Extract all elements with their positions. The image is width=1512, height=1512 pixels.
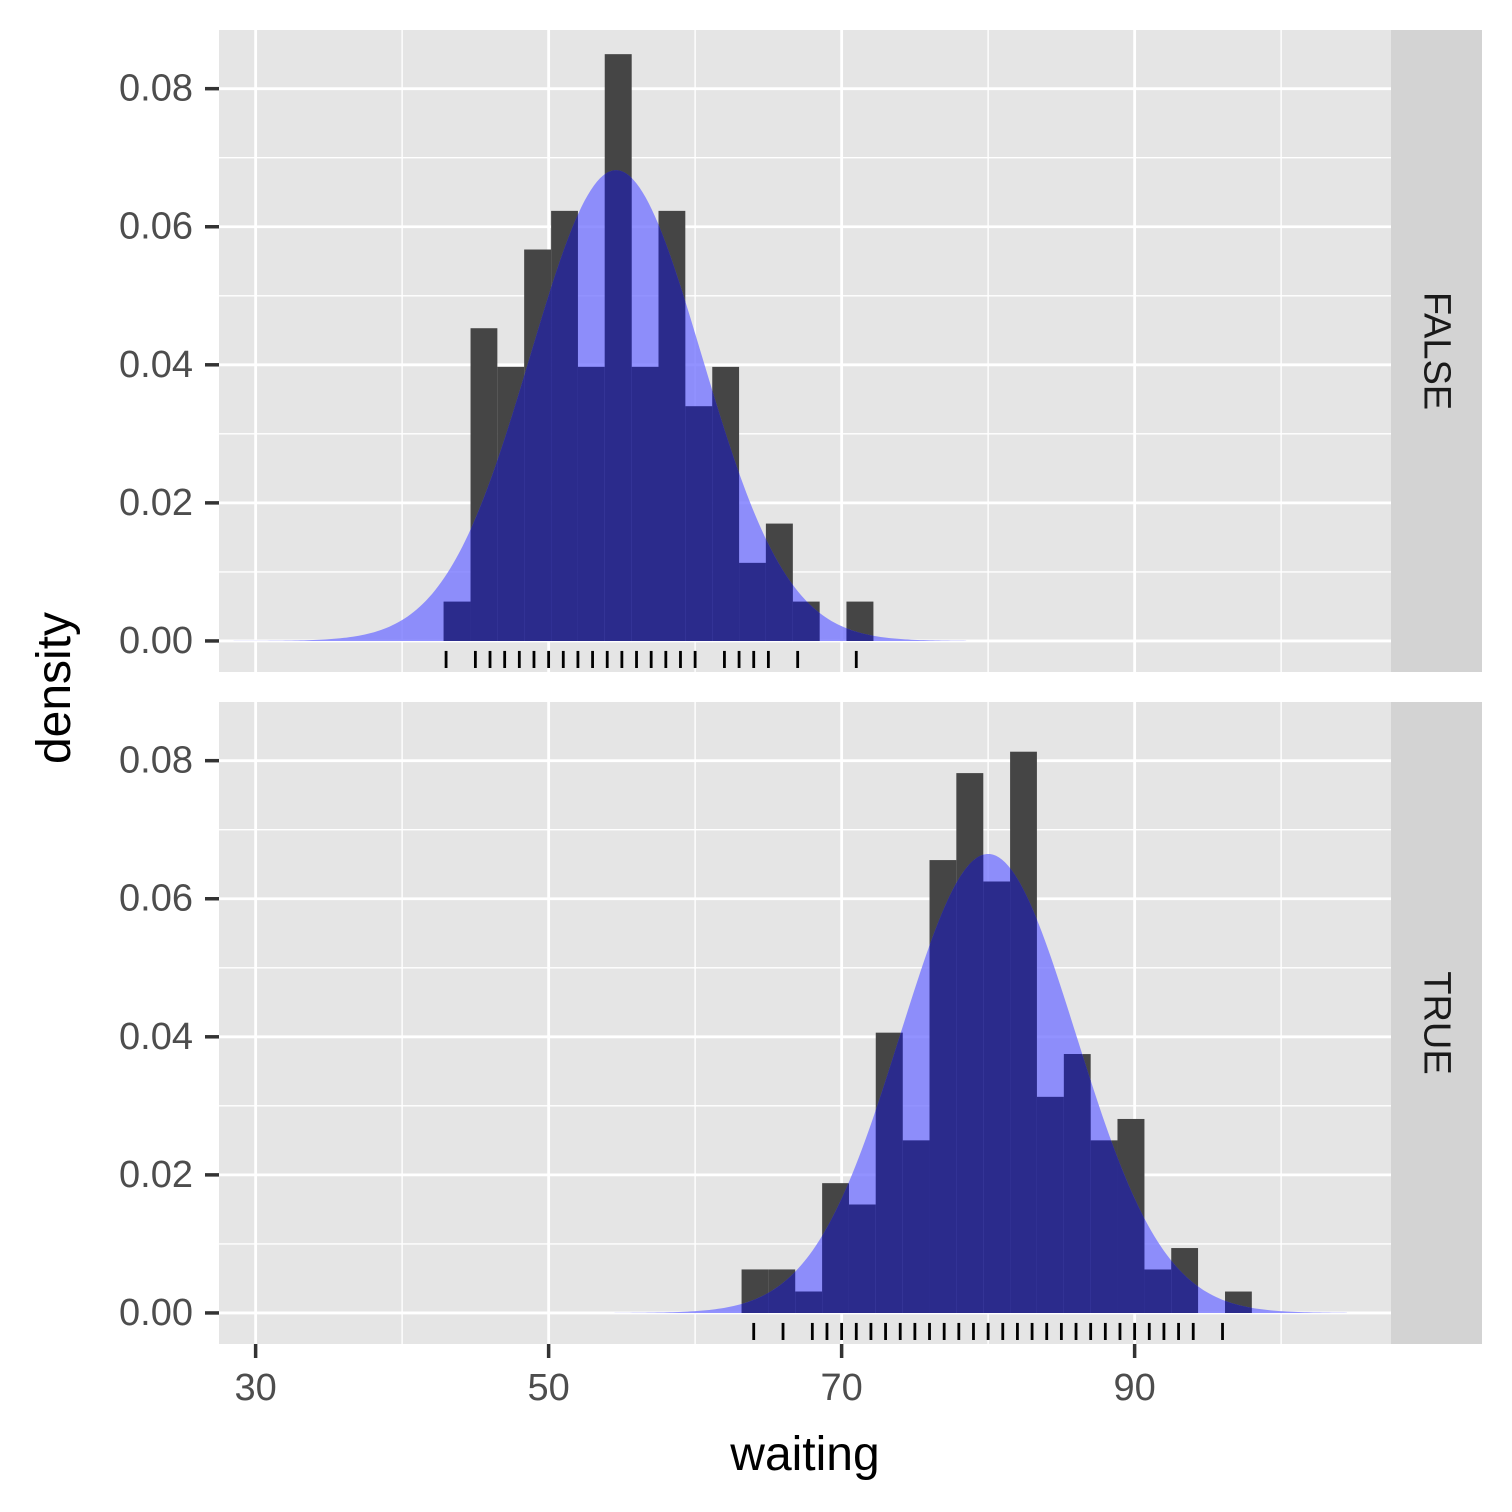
bar-curve-overlap-true <box>956 854 984 1313</box>
bar-curve-overlap-true <box>983 881 1011 1313</box>
y-tick-label: 0.06 <box>119 878 193 920</box>
y-tick-label: 0.04 <box>119 1016 193 1058</box>
y-tick-label: 0.08 <box>119 740 193 782</box>
bar-curve-overlap-false <box>765 538 793 641</box>
bar-curve-overlap-true <box>875 1032 903 1313</box>
y-tick-label: 0.00 <box>119 1292 193 1334</box>
bar-curve-overlap-false <box>551 214 578 641</box>
bar-curve-overlap-true <box>929 883 957 1313</box>
y-axis-title: density <box>28 612 81 764</box>
bar-curve-overlap-true <box>848 1204 876 1313</box>
bar-curve-overlap-true <box>1171 1260 1199 1313</box>
bar-curve-overlap-true <box>1117 1157 1145 1313</box>
bar-curve-overlap-false <box>604 170 632 641</box>
x-axis: 30 50 70 90 <box>234 1344 1156 1409</box>
x-tick-label: 30 <box>234 1367 276 1409</box>
y-tick-label: 0.02 <box>119 482 193 524</box>
bar-curve-overlap-true <box>1144 1269 1172 1313</box>
x-tick-label: 70 <box>820 1367 862 1409</box>
bar-curve-overlap-true <box>902 1140 930 1313</box>
panel-false-rug <box>444 650 858 668</box>
bar-curve-overlap-true <box>822 1183 849 1313</box>
y-tick-label: 0.04 <box>119 344 193 386</box>
panel-false-overlap <box>443 170 874 641</box>
bar-curve-overlap-false <box>658 224 686 641</box>
panel-true: 0.00 0.02 0.04 0.06 0.08 TRUE <box>119 702 1482 1344</box>
y-tick-label: 0.06 <box>119 206 193 248</box>
bar-curve-overlap-false <box>470 460 498 641</box>
bar-curve-overlap-false <box>631 366 659 641</box>
bar-curve-overlap-true <box>1063 1054 1091 1313</box>
bar-curve-overlap-true <box>1090 1140 1118 1313</box>
x-axis-title: waiting <box>729 1428 879 1481</box>
bar-curve-overlap-false <box>577 366 605 641</box>
bar-curve-overlap-true <box>741 1292 769 1313</box>
bar-curve-overlap-false <box>443 601 471 641</box>
x-tick-label: 90 <box>1113 1367 1155 1409</box>
strip-true-background <box>1391 702 1482 1344</box>
y-tick-label: 0.02 <box>119 1154 193 1196</box>
x-tick-label: 50 <box>527 1367 569 1409</box>
bar-curve-overlap-false <box>739 562 766 641</box>
strip-false-background <box>1391 30 1482 672</box>
panel-true-background <box>219 702 1391 1344</box>
panel-false-y-axis: 0.00 0.02 0.04 0.06 0.08 <box>119 68 219 662</box>
bar-curve-overlap-false <box>497 375 525 641</box>
bar-curve-overlap-false <box>712 390 740 641</box>
panel-true-rug <box>752 1322 1224 1340</box>
panel-false-background <box>219 30 1391 672</box>
bar-curve-overlap-true <box>795 1291 823 1313</box>
panel-false: 0.00 0.02 0.04 0.06 0.08 FALSE <box>119 30 1482 672</box>
bar-curve-overlap-false <box>524 287 552 641</box>
bar-curve-overlap-true <box>1036 1096 1064 1313</box>
bar-curve-overlap-true <box>768 1271 796 1313</box>
panel-true-y-axis: 0.00 0.02 0.04 0.06 0.08 <box>119 740 219 1334</box>
bar-curve-overlap-true <box>1225 1300 1252 1313</box>
bar-curve-overlap-true <box>1010 868 1037 1313</box>
y-tick-label: 0.00 <box>119 620 193 662</box>
panel-true-overlap <box>741 854 1252 1313</box>
strip-true-label: TRUE <box>1416 971 1458 1074</box>
y-tick-label: 0.08 <box>119 68 193 110</box>
bar-curve-overlap-false <box>685 406 713 641</box>
strip-false-label: FALSE <box>1416 292 1458 410</box>
bar-curve-overlap-false <box>846 628 874 641</box>
bar-curve-overlap-false <box>792 601 820 641</box>
